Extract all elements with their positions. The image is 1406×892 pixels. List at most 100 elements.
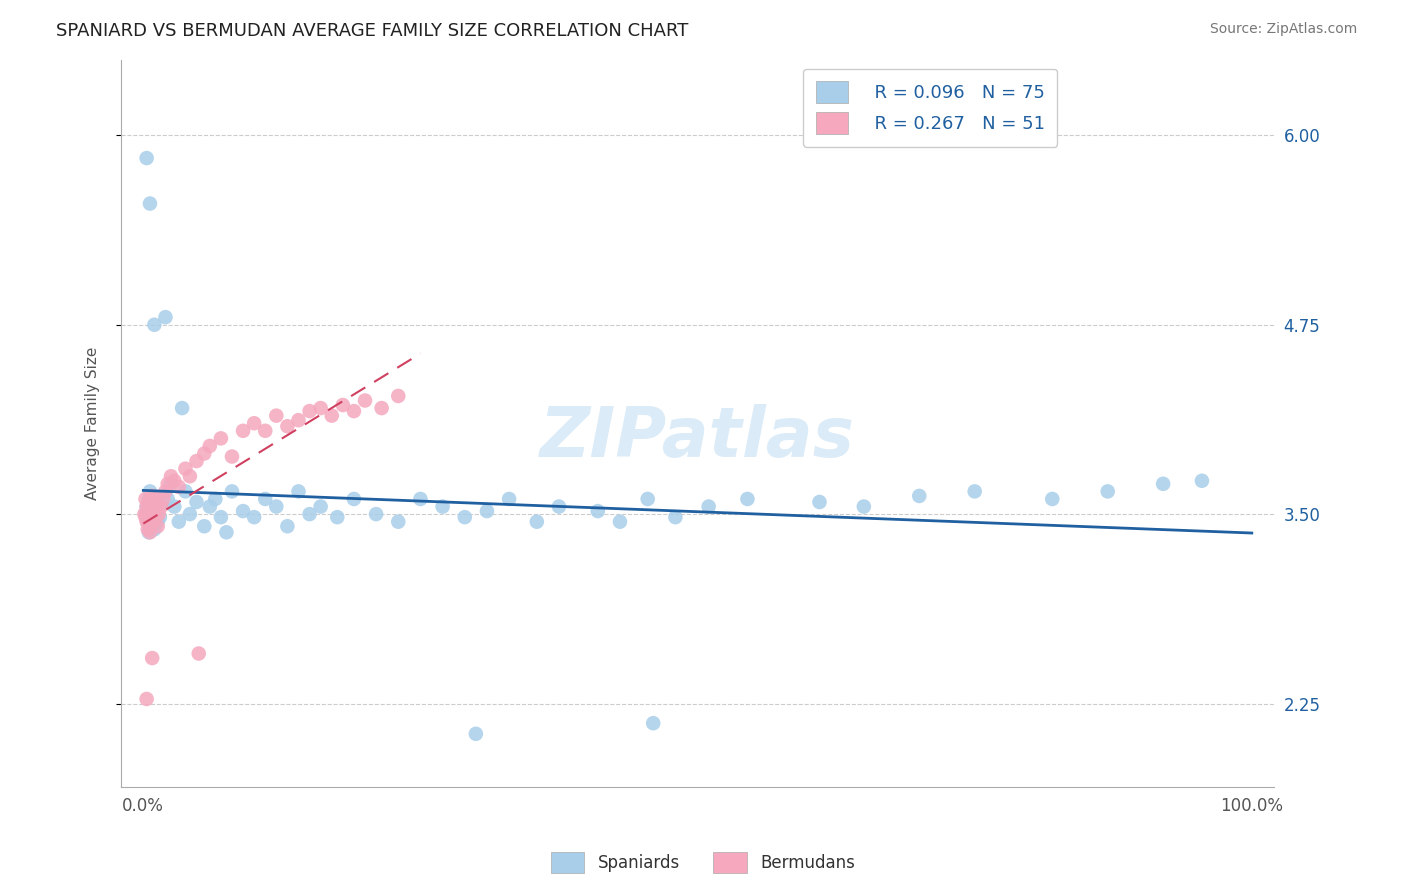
Point [174,484,197,499]
Point [143,504,166,518]
Legend: Spaniards, Bermudans: Spaniards, Bermudans [544,846,862,880]
Point [155,310,177,325]
Point [526,515,548,529]
Point [136,515,159,529]
Point [136,504,159,518]
Point [135,692,157,706]
Point [138,491,160,506]
Point [243,416,266,430]
Point [298,507,321,521]
Point [146,519,169,533]
Point [145,507,167,521]
Point [287,413,309,427]
Point [139,500,162,514]
Point [243,510,266,524]
Point [172,401,194,415]
Point [139,519,162,533]
Point [332,398,354,412]
Point [156,491,179,506]
Point [135,500,157,514]
Point [454,510,477,524]
Point [139,522,162,536]
Point [187,647,209,661]
Point [152,491,174,506]
Point [287,484,309,499]
Point [475,504,498,518]
Point [204,491,226,506]
Point [143,522,166,536]
Point [141,489,163,503]
Point [156,476,179,491]
Point [136,504,159,518]
Point [498,491,520,506]
Point [370,401,392,415]
Point [141,507,163,521]
Point [697,500,720,514]
Point [145,491,167,506]
Point [254,424,277,438]
Point [146,515,169,529]
Point [155,484,177,499]
Point [141,491,163,506]
Point [163,500,186,514]
Point [179,507,201,521]
Point [254,491,277,506]
Point [145,510,167,524]
Text: SPANIARD VS BERMUDAN AVERAGE FAMILY SIZE CORRELATION CHART: SPANIARD VS BERMUDAN AVERAGE FAMILY SIZE… [56,22,689,40]
Point [808,495,831,509]
Point [1191,474,1213,488]
Point [134,507,156,521]
Point [664,510,686,524]
Point [343,404,366,418]
Point [143,318,166,332]
Point [266,409,288,423]
Point [354,393,377,408]
Point [609,515,631,529]
Point [148,507,170,521]
Point [198,500,221,514]
Point [139,484,162,499]
Point [135,151,157,165]
Point [179,469,201,483]
Point [963,484,986,499]
Point [186,495,208,509]
Point [138,515,160,529]
Point [149,500,172,514]
Point [134,507,156,521]
Point [149,510,172,524]
Point [186,454,208,468]
Point [326,510,349,524]
Point [141,507,163,521]
Point [135,515,157,529]
Point [1152,476,1174,491]
Point [852,500,875,514]
Text: ZIPatlas: ZIPatlas [540,404,855,471]
Point [432,500,454,514]
Point [321,409,343,423]
Point [409,491,432,506]
Point [309,500,332,514]
Point [138,495,160,509]
Point [908,489,931,503]
Y-axis label: Average Family Size: Average Family Size [86,346,100,500]
Point [298,404,321,418]
Point [145,500,167,514]
Point [215,525,238,540]
Point [586,504,609,518]
Point [139,525,162,540]
Point [143,491,166,506]
Point [221,450,243,464]
Point [309,401,332,415]
Point [138,525,160,540]
Point [134,510,156,524]
Point [160,469,183,483]
Point [193,446,215,460]
Point [266,500,288,514]
Point [193,519,215,533]
Point [643,716,665,731]
Point [150,500,173,514]
Point [167,480,190,494]
Point [209,510,232,524]
Point [167,515,190,529]
Point [174,461,197,475]
